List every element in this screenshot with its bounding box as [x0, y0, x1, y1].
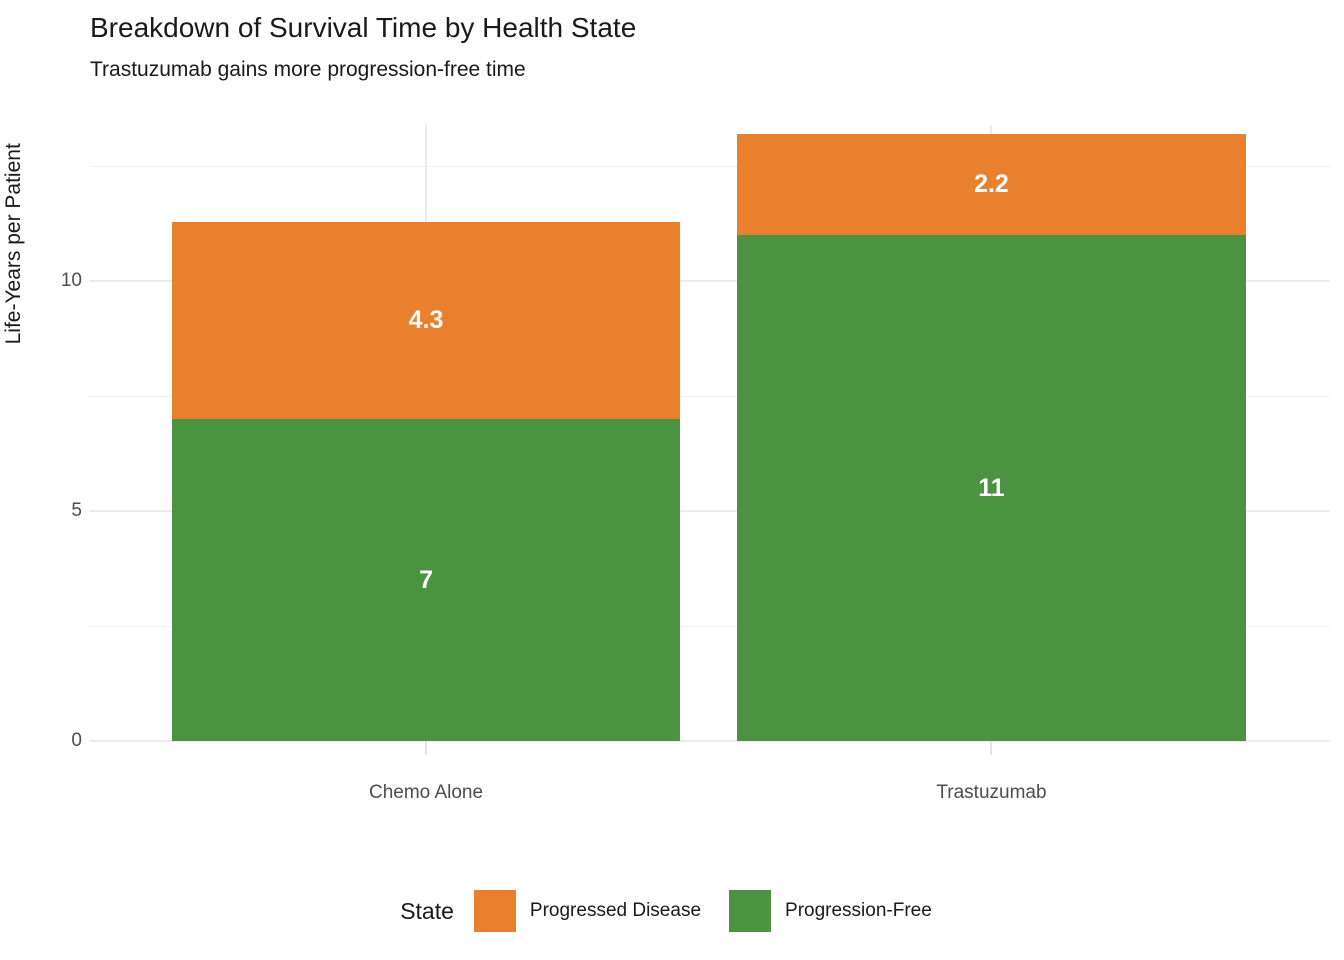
x-tick-trastuzumab — [990, 741, 993, 755]
legend-item-label: Progression-Free — [785, 900, 932, 921]
legend-title: State — [400, 897, 454, 924]
y-tick-label-5: 5 — [71, 500, 82, 522]
legend-item-progressed-disease: Progressed Disease — [473, 890, 702, 932]
x-axis-label-trastuzumab: Trastuzumab — [936, 782, 1047, 803]
gridline-h-minor — [90, 625, 1330, 628]
bar-value-label: 4.3 — [408, 305, 444, 334]
bar-segment-progression-free-trastuzumab: 11 — [737, 235, 1246, 741]
legend-swatch-progression-free — [729, 890, 772, 932]
legend-swatch-progressed-disease — [473, 890, 516, 932]
x-axis-label-chemo-alone: Chemo Alone — [368, 782, 484, 803]
legend-item-label: Progressed Disease — [529, 900, 702, 921]
bar-value-label: 2.2 — [974, 170, 1009, 199]
bar-chemo-alone: 7 4.3 — [171, 125, 681, 741]
bar-segment-progression-free-chemo-alone: 7 — [171, 419, 681, 741]
gridline-h-minor — [90, 395, 1330, 398]
gridline-h-minor — [90, 165, 1330, 168]
gridline-h-major — [90, 740, 1330, 742]
bar-segment-progressed-disease-trastuzumab: 2.2 — [737, 134, 1246, 236]
gridline-h-major — [90, 280, 1330, 283]
bar-trastuzumab: 11 2.2 — [737, 125, 1246, 741]
y-tick-label-0: 0 — [71, 730, 82, 751]
y-tick-label-10: 10 — [60, 270, 82, 292]
y-axis-title: Life-Years per Patient — [2, 143, 25, 345]
legend: State Progressed Disease Progression-Free — [0, 882, 1344, 940]
bar-value-label: 7 — [419, 565, 433, 594]
plot-area: 7 4.3 11 2.2 — [90, 125, 1330, 742]
gridline-h-major — [90, 510, 1330, 513]
bar-value-label: 11 — [978, 473, 1005, 502]
bar-segment-progressed-disease-chemo-alone: 4.3 — [171, 221, 681, 420]
x-tick-chemo-alone — [425, 741, 428, 755]
legend-item-progression-free: Progression-Free — [729, 890, 932, 932]
chart-subtitle: Trastuzumab gains more progression-free … — [90, 58, 526, 81]
chart-title: Breakdown of Survival Time by Health Sta… — [90, 12, 637, 43]
